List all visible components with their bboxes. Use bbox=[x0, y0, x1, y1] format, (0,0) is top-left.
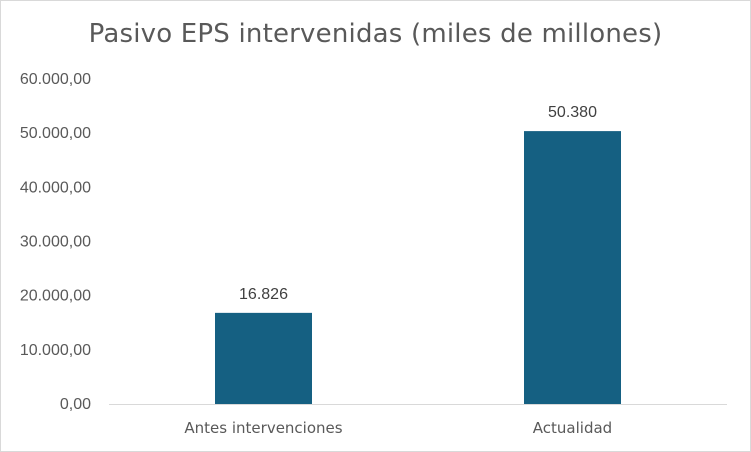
y-tick-label: 30.000,00 bbox=[20, 234, 91, 251]
y-tick-label: 50.000,00 bbox=[20, 125, 91, 142]
bar-data-label: 16.826 bbox=[239, 286, 288, 303]
y-tick-label: 60.000,00 bbox=[20, 71, 91, 88]
y-tick-label: 20.000,00 bbox=[20, 288, 91, 305]
y-tick-label: 10.000,00 bbox=[20, 342, 91, 359]
bar bbox=[524, 131, 621, 404]
x-category-label: Actualidad bbox=[533, 419, 612, 437]
y-tick-label: 0,00 bbox=[60, 396, 91, 413]
bar-data-label: 50.380 bbox=[548, 104, 597, 121]
y-tick-label: 40.000,00 bbox=[20, 179, 91, 196]
bar bbox=[215, 312, 312, 404]
x-category-label: Antes intervenciones bbox=[184, 419, 342, 437]
chart-title: Pasivo EPS intervenidas (miles de millon… bbox=[88, 19, 663, 49]
